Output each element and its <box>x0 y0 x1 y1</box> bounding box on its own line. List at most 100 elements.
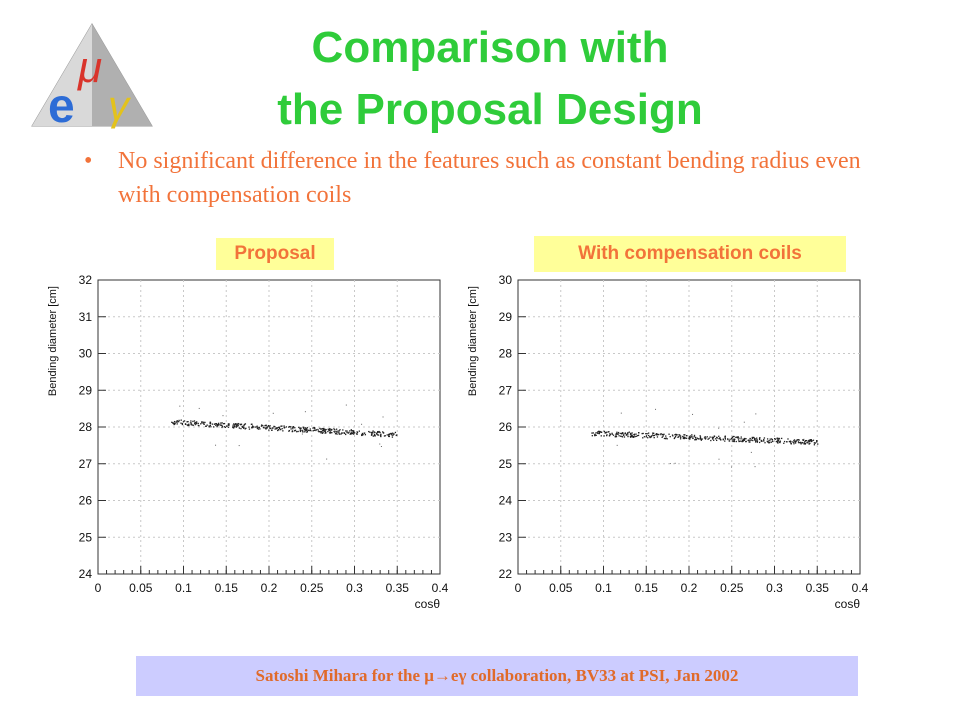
scatter-point <box>703 437 706 439</box>
scatter-outlier <box>674 462 676 464</box>
scatter-point <box>264 427 267 429</box>
scatter-point <box>732 439 734 441</box>
scatter-point <box>275 428 277 430</box>
scatter-point <box>793 441 795 443</box>
scatter-point <box>273 425 275 428</box>
scatter-point <box>217 423 219 425</box>
scatter-point <box>813 444 816 446</box>
scatter-point <box>776 440 778 443</box>
scatter-point <box>797 441 800 443</box>
x-axis-label: cosθ <box>415 597 441 611</box>
scatter-point <box>278 429 280 431</box>
scatter-point <box>696 437 699 439</box>
scatter-point <box>248 428 251 430</box>
scatter-point <box>275 427 277 429</box>
scatter-outlier <box>382 416 384 418</box>
y-tick-label: 23 <box>499 530 513 544</box>
scatter-point <box>288 425 291 428</box>
y-tick-label: 24 <box>499 494 513 508</box>
scatter-point <box>793 439 796 441</box>
scatter-point <box>732 435 734 438</box>
y-axis-label: Bending diameter [cm] <box>467 286 479 396</box>
scatter-point <box>324 429 326 431</box>
scatter-point <box>351 430 354 432</box>
scatter-point <box>218 424 220 426</box>
x-tick-label: 0.2 <box>681 581 698 595</box>
scatter-point <box>783 440 786 443</box>
scatter-point <box>758 437 761 440</box>
scatter-point <box>173 423 175 426</box>
scatter-point <box>715 438 717 440</box>
scatter-point <box>771 438 774 441</box>
y-tick-label: 28 <box>499 347 513 361</box>
scatter-point <box>615 435 618 438</box>
scatter-point <box>645 433 647 435</box>
scatter-point <box>653 434 656 437</box>
scatter-point <box>361 433 363 436</box>
scatter-point <box>693 434 696 437</box>
scatter-point <box>265 427 267 429</box>
proposal-plot: 0 0.05 0.1 0.15 0.2 0.25 0.3 0.35 0.4 24 25 26 27 28 2… <box>47 273 449 611</box>
scatter-point <box>741 439 744 442</box>
scatter-point <box>304 427 307 429</box>
scatter-point <box>306 428 308 430</box>
scatter-point <box>338 430 340 432</box>
scatter-point <box>778 437 780 440</box>
scatter-point <box>697 438 699 440</box>
scatter-point <box>336 431 338 433</box>
scatter-point <box>329 431 331 434</box>
scatter-point <box>779 441 781 443</box>
scatter-point <box>637 434 640 437</box>
scatter-point <box>346 431 348 434</box>
scatter-point <box>595 434 597 436</box>
scatter-point <box>256 426 258 428</box>
scatter-point <box>280 425 282 427</box>
scatter-point <box>227 426 230 428</box>
scatter-point <box>698 438 700 440</box>
scatter-point <box>392 433 395 435</box>
scatter-point <box>296 431 298 433</box>
scatter-point <box>348 431 350 434</box>
scatter-point <box>322 431 324 434</box>
scatter-point <box>605 432 607 434</box>
scatter-point <box>715 439 718 442</box>
scatter-point <box>266 427 268 429</box>
scatter-point <box>178 421 180 423</box>
scatter-point <box>223 422 226 425</box>
scatter-point <box>251 427 253 429</box>
scatter-point <box>619 432 621 435</box>
x-tick-label: 0.35 <box>386 581 410 595</box>
scatter-point <box>677 434 679 436</box>
scatter-outlier <box>215 444 217 446</box>
scatter-point <box>251 426 254 428</box>
scatter-point <box>699 435 701 437</box>
scatter-point <box>770 441 772 443</box>
scatter-point <box>233 423 235 425</box>
scatter-point <box>763 437 766 439</box>
scatter-point <box>338 433 341 435</box>
scatter-point <box>297 430 299 433</box>
scatter-point <box>190 420 192 422</box>
scatter-point <box>277 426 280 429</box>
scatter-point <box>653 436 655 439</box>
scatter-point <box>308 429 310 432</box>
x-tick-label: 0.05 <box>549 581 573 595</box>
scatter-point <box>190 423 192 426</box>
scatter-point <box>220 422 222 424</box>
scatter-point <box>290 428 292 430</box>
scatter-point <box>336 433 338 435</box>
scatter-point <box>204 421 206 424</box>
scatter-point <box>200 423 202 425</box>
slide-title-line1: Comparison with <box>311 23 669 72</box>
scatter-point <box>803 442 805 444</box>
scatter-point <box>631 434 633 436</box>
scatter-point <box>713 439 715 441</box>
scatter-point <box>388 433 390 436</box>
scatter-point <box>305 429 307 431</box>
scatter-point <box>356 433 358 435</box>
scatter-point <box>390 432 392 435</box>
scatter-point <box>692 437 694 440</box>
scatter-outlier <box>750 451 752 453</box>
scatter-point <box>786 441 788 443</box>
scatter-point <box>750 439 753 441</box>
